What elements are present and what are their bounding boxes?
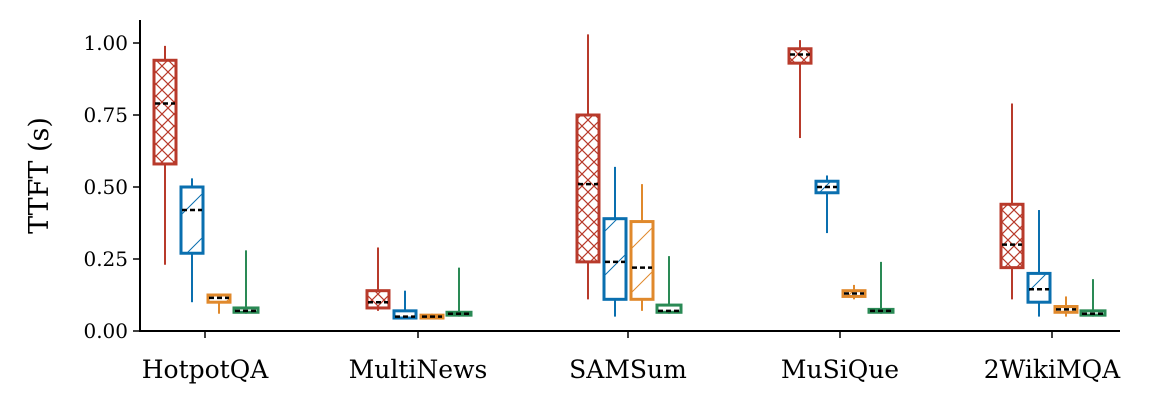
box-iqr bbox=[602, 217, 628, 301]
box-2wikimqa-s2 bbox=[1026, 210, 1052, 317]
y-axis-title: TTFT (s) bbox=[24, 117, 55, 234]
box-iqr bbox=[787, 47, 813, 65]
box-musique-s3 bbox=[841, 284, 867, 300]
box-multinews-s1 bbox=[365, 247, 391, 311]
x-category-label: MuSiQue bbox=[781, 355, 899, 384]
x-category-label: MultiNews bbox=[349, 355, 488, 384]
box-iqr bbox=[179, 185, 205, 255]
box-musique-s2 bbox=[814, 175, 840, 234]
box-iqr bbox=[999, 202, 1025, 270]
y-tick-label: 0.00 bbox=[83, 319, 128, 343]
box-multinews-s3 bbox=[419, 313, 445, 320]
box-samsum-s4 bbox=[655, 256, 683, 314]
y-tick-label: 0.50 bbox=[83, 175, 128, 199]
box-multinews-s4 bbox=[445, 267, 473, 317]
box-iqr bbox=[575, 113, 601, 264]
box-multinews-s2 bbox=[392, 290, 418, 320]
box-iqr bbox=[365, 289, 391, 310]
box-samsum-s3 bbox=[629, 184, 655, 311]
box-2wikimqa-s3 bbox=[1053, 296, 1079, 317]
box-musique-s4 bbox=[867, 261, 895, 314]
y-tick-label: 0.75 bbox=[83, 103, 128, 127]
x-category-label: 2WikiMQA bbox=[984, 355, 1121, 384]
box-iqr bbox=[1026, 271, 1052, 304]
box-iqr bbox=[655, 303, 683, 314]
box-iqr bbox=[392, 309, 418, 320]
y-tick-label: 0.25 bbox=[83, 247, 128, 271]
box-hotpotqa-s4 bbox=[232, 250, 260, 314]
x-category-label: HotpotQA bbox=[142, 355, 269, 384]
x-axis-labels: HotpotQA MultiNews SAMSum MuSiQue 2WikiMQA bbox=[142, 331, 1121, 384]
box-hotpotqa-s2 bbox=[179, 178, 205, 303]
x-category-label: SAMSum bbox=[569, 355, 687, 384]
box-hotpotqa-s1 bbox=[152, 45, 178, 265]
box-musique-s1 bbox=[787, 40, 813, 139]
boxes-group bbox=[152, 34, 1107, 320]
box-hotpotqa-s3 bbox=[206, 293, 232, 314]
box-samsum-s1 bbox=[575, 34, 601, 300]
box-iqr bbox=[152, 58, 178, 166]
box-2wikimqa-s1 bbox=[999, 103, 1025, 300]
y-tick-label: 1.00 bbox=[83, 31, 128, 55]
box-2wikimqa-s4 bbox=[1079, 279, 1107, 317]
box-samsum-s2 bbox=[602, 166, 628, 317]
box-iqr bbox=[629, 220, 655, 301]
y-axis-ticks: 0.00 0.25 0.50 0.75 1.00 bbox=[83, 31, 140, 343]
